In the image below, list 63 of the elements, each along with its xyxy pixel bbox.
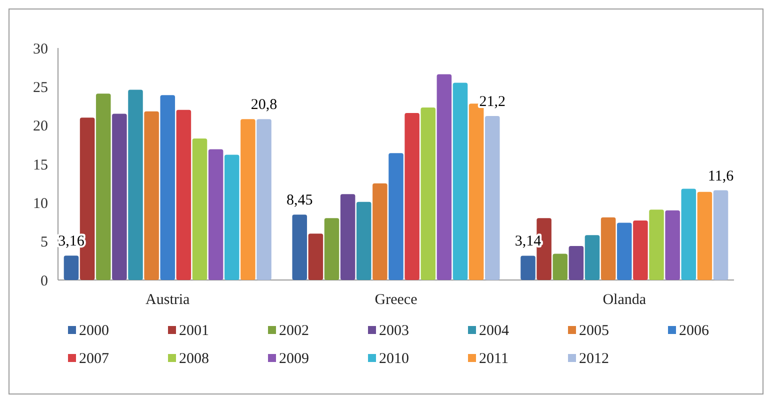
y-tick-label: 30 [33, 41, 48, 58]
bar [240, 119, 256, 280]
legend-label: 2000 [79, 323, 109, 339]
bar [697, 192, 712, 280]
bar [160, 95, 176, 280]
y-tick-label: 10 [33, 196, 48, 212]
bar [324, 218, 340, 280]
bar [192, 138, 208, 280]
legend-label: 2003 [379, 323, 409, 339]
bar [600, 217, 616, 280]
bar [356, 202, 372, 280]
bar [292, 214, 308, 280]
legend-label: 2001 [179, 323, 209, 339]
bar [144, 111, 159, 280]
y-tick-label: 25 [33, 80, 48, 96]
bar [388, 153, 404, 280]
legend-label: 2005 [579, 323, 609, 339]
legend-label: 2009 [279, 351, 309, 367]
y-tick-label: 5 [40, 234, 48, 251]
legend-label: 2011 [479, 351, 508, 367]
legend-label: 2010 [379, 351, 409, 367]
bar [420, 108, 436, 280]
bar [552, 254, 568, 280]
legend-label: 2002 [279, 323, 309, 339]
x-tick-label: Olanda [602, 292, 646, 308]
data-label: 20,8 [250, 97, 278, 114]
bar [713, 190, 728, 280]
bar [452, 82, 468, 280]
y-tick-label: 0 [40, 273, 48, 290]
legend-label: 2006 [679, 323, 710, 339]
data-label: 8,45 [286, 192, 313, 209]
bar [340, 194, 356, 280]
legend-label: 2012 [579, 351, 609, 367]
bar [256, 119, 272, 280]
bar [128, 90, 143, 280]
bar [404, 112, 420, 280]
y-tick-label: 20 [33, 118, 48, 135]
bar [633, 220, 648, 280]
bar [616, 222, 632, 280]
x-tick-label: Austria [146, 292, 190, 308]
bar [649, 210, 664, 280]
data-label: 21,2 [479, 94, 506, 110]
data-label: 11,6 [708, 168, 734, 184]
bar [208, 149, 224, 280]
bar [484, 116, 500, 280]
bar [436, 74, 452, 280]
legend-label: 2007 [79, 351, 110, 367]
legend-label: 2004 [479, 323, 510, 339]
y-tick-label: 15 [33, 157, 48, 174]
bar [64, 256, 79, 280]
bar [665, 210, 680, 280]
bar [96, 94, 111, 280]
bar [520, 256, 536, 280]
bar [112, 114, 127, 280]
bar [176, 110, 192, 280]
bar [308, 234, 324, 280]
x-tick-label: Greece [374, 292, 418, 308]
bar [372, 183, 388, 280]
legend-label: 2008 [179, 351, 209, 367]
bar [681, 188, 696, 280]
bar [568, 246, 584, 280]
bar [584, 235, 600, 280]
bar [224, 154, 240, 280]
